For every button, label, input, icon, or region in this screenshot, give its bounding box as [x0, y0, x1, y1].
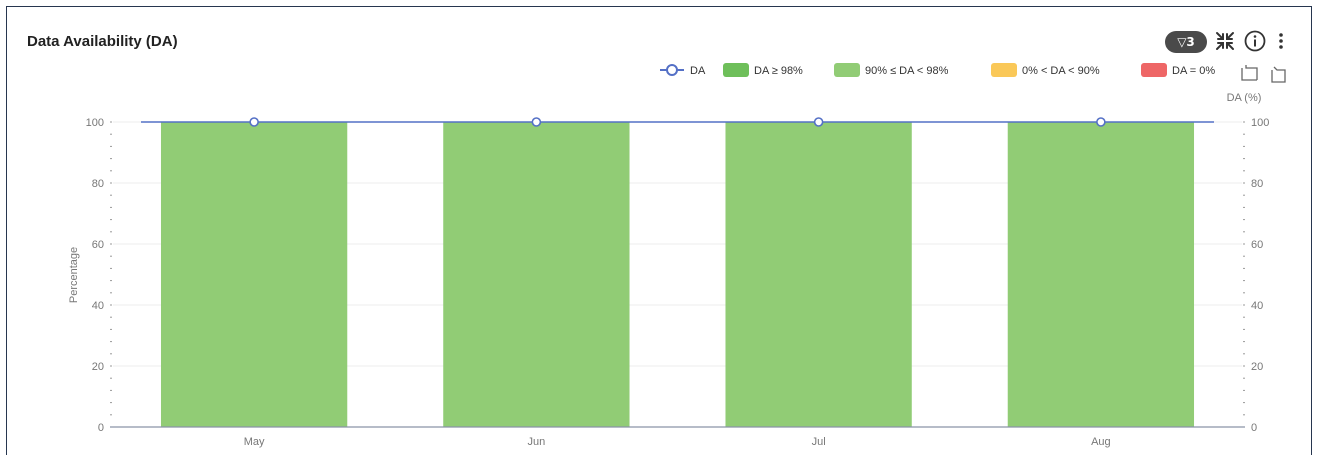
y-tick-label-right: 0: [1251, 422, 1257, 434]
legend-item-0-90[interactable]: 0% < DA < 90%: [991, 63, 1100, 77]
y-tick-label: 80: [92, 178, 104, 190]
x-tick-label: Jul: [812, 436, 826, 448]
legend-item-90-98[interactable]: 90% ≤ DA < 98%: [834, 63, 949, 77]
chart-title: Data Availability (DA): [27, 33, 178, 50]
bar-aug[interactable]: [1007, 122, 1195, 427]
y-axis-title: Percentage: [68, 247, 80, 303]
y-tick-label-right: 80: [1251, 178, 1263, 190]
x-tick-label: May: [244, 436, 265, 448]
more-vertical-icon[interactable]: [1273, 29, 1289, 58]
y-tick-label-right: 40: [1251, 300, 1263, 312]
legend-label: 0% < DA < 90%: [1022, 65, 1100, 77]
x-tick-label: Jun: [528, 436, 546, 448]
filter-button[interactable]: ▽3: [1165, 31, 1207, 53]
collapse-icon[interactable]: [1213, 29, 1237, 58]
bar-may[interactable]: [160, 122, 348, 427]
da-point-jul[interactable]: [813, 117, 824, 127]
zoom-select-icon[interactable]: [1241, 65, 1258, 81]
y-axis-right-title: DA (%): [1227, 92, 1262, 104]
bar-jul[interactable]: [725, 122, 912, 427]
y-tick-label-right: 60: [1251, 239, 1263, 251]
legend-label: 90% ≤ DA < 98%: [865, 65, 949, 77]
line-series: [141, 117, 1214, 127]
legend-label: DA = 0%: [1172, 65, 1215, 77]
legend: DA DA ≥ 98% 90% ≤ DA < 98% 0% < DA < 90%…: [660, 63, 1215, 77]
legend-item-da-zero[interactable]: DA = 0%: [1141, 63, 1215, 77]
y-tick-label-right: 100: [1251, 117, 1269, 129]
y-tick-label: 60: [92, 239, 104, 251]
bars-series: [160, 122, 1195, 427]
da-point-may[interactable]: [249, 117, 259, 127]
y-tick-label: 0: [98, 422, 104, 434]
legend-label: DA: [690, 65, 706, 77]
axes: 0 0 20 20 40 40 60 60 80 80 100 100 May Jun Jul Aug: [86, 117, 1270, 448]
x-tick-label: Aug: [1091, 436, 1111, 448]
y-tick-label: 100: [86, 117, 104, 129]
legend-label: DA ≥ 98%: [754, 65, 803, 77]
bar-jun[interactable]: [443, 122, 630, 427]
y-tick-label-right: 20: [1251, 361, 1263, 373]
y-tick-label: 40: [92, 300, 104, 312]
info-icon[interactable]: [1243, 29, 1267, 58]
legend-item-da[interactable]: DA: [660, 64, 706, 77]
y-tick-label: 20: [92, 361, 104, 373]
da-point-jun[interactable]: [531, 117, 542, 127]
da-point-aug[interactable]: [1096, 117, 1106, 127]
zoom-reset-icon[interactable]: [1271, 66, 1286, 83]
legend-item-da-98[interactable]: DA ≥ 98%: [723, 63, 803, 77]
